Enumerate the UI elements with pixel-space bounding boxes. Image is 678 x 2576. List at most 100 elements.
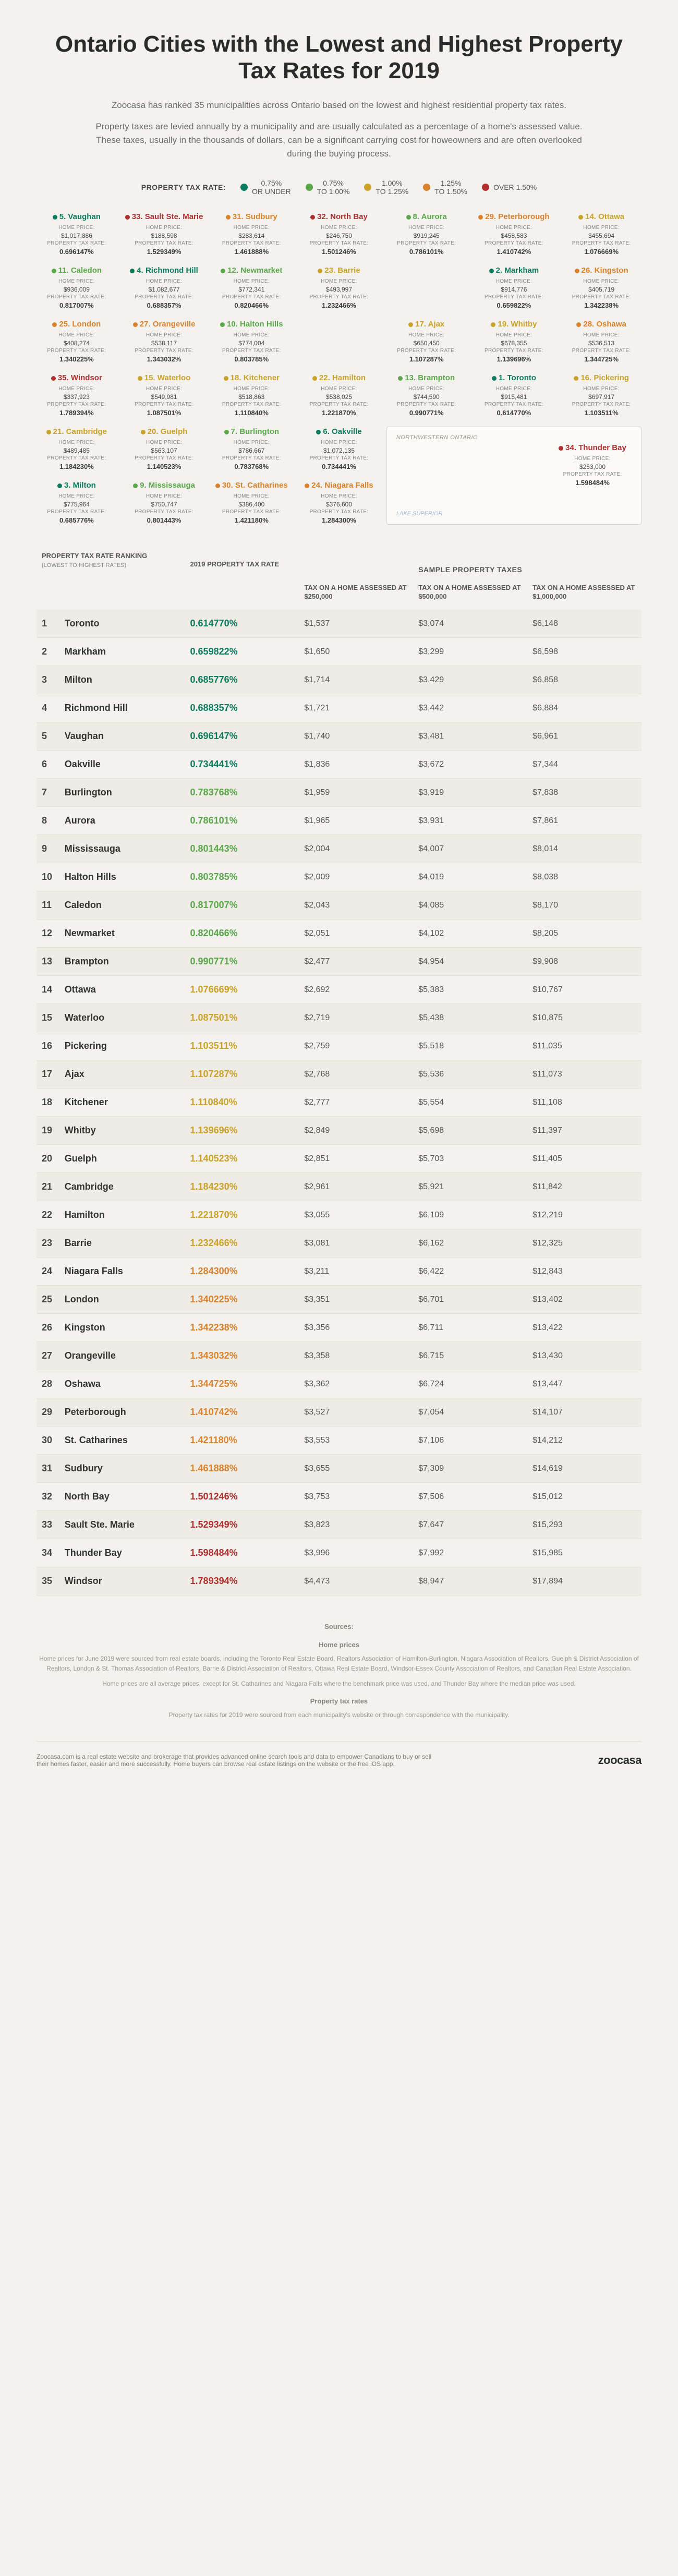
home-price-value: $538,025 bbox=[299, 393, 379, 401]
city-rank-name: 27. Orangeville bbox=[124, 319, 204, 330]
city-card: 30. St. Catharines HOME PRICE: $386,400 … bbox=[211, 480, 292, 525]
cell-rank: 14 bbox=[37, 976, 59, 1004]
cell-tax-500k: $3,481 bbox=[413, 722, 527, 751]
cell-city: Newmarket bbox=[59, 920, 185, 948]
table-row: 32 North Bay 1.501246% $3,753 $7,506 $15… bbox=[37, 1483, 641, 1511]
cell-rate: 0.803785% bbox=[185, 863, 299, 891]
cell-tax-1m: $8,038 bbox=[527, 863, 641, 891]
city-card: 33. Sault Ste. Marie HOME PRICE: $188,59… bbox=[124, 212, 204, 256]
city-card: 29. Peterborough HOME PRICE: $458,583 PR… bbox=[474, 212, 554, 256]
cell-city: Thunder Bay bbox=[59, 1539, 185, 1567]
cell-tax-1m: $6,961 bbox=[527, 722, 641, 751]
cell-tax-500k: $5,703 bbox=[413, 1145, 527, 1173]
city-rank-name: 26. Kingston bbox=[561, 265, 641, 276]
city-card: 10. Halton Hills HOME PRICE: $774,004 PR… bbox=[211, 319, 292, 364]
city-dot bbox=[46, 430, 51, 434]
home-price-value: $489,485 bbox=[37, 446, 117, 455]
rate-label: PROPERTY TAX RATE: bbox=[211, 509, 292, 516]
legend-text: 0.75%OR UNDER bbox=[252, 179, 291, 197]
city-card: 19. Whitby HOME PRICE: $678,355 PROPERTY… bbox=[474, 319, 554, 364]
rate-label: PROPERTY TAX RATE: bbox=[211, 401, 292, 408]
cell-tax-1m: $7,838 bbox=[527, 779, 641, 807]
cell-city: Sault Ste. Marie bbox=[59, 1511, 185, 1539]
cell-tax-500k: $6,701 bbox=[413, 1286, 527, 1314]
legend-item: 1.25%TO 1.50% bbox=[423, 179, 467, 197]
cell-rate: 0.820466% bbox=[185, 920, 299, 948]
cell-city: Richmond Hill bbox=[59, 694, 185, 722]
cell-rate: 0.734441% bbox=[185, 751, 299, 779]
rate-value: 1.598484% bbox=[553, 478, 632, 488]
table-row: 30 St. Catharines 1.421180% $3,553 $7,10… bbox=[37, 1426, 641, 1455]
cell-tax-1m: $11,035 bbox=[527, 1032, 641, 1060]
city-dot bbox=[492, 376, 497, 381]
cell-tax-500k: $3,429 bbox=[413, 666, 527, 694]
cell-tax-500k: $5,536 bbox=[413, 1060, 527, 1089]
sources-hp-head: Home prices bbox=[37, 1640, 641, 1651]
cell-rate: 0.786101% bbox=[185, 807, 299, 835]
cell-tax-250k: $2,477 bbox=[299, 948, 413, 976]
city-rank-name: 12. Newmarket bbox=[211, 265, 292, 276]
table-row: 18 Kitchener 1.110840% $2,777 $5,554 $11… bbox=[37, 1089, 641, 1117]
home-price-value: $386,400 bbox=[211, 500, 292, 509]
cell-city: London bbox=[59, 1286, 185, 1314]
city-card: 9. Mississauga HOME PRICE: $750,747 PROP… bbox=[124, 480, 204, 525]
cell-rate: 1.529349% bbox=[185, 1511, 299, 1539]
cell-tax-500k: $7,992 bbox=[413, 1539, 527, 1567]
home-price-label: HOME PRICE: bbox=[211, 385, 292, 393]
ranking-table: PROPERTY TAX RATE RANKING (LOWEST TO HIG… bbox=[37, 546, 641, 1595]
city-card: 27. Orangeville HOME PRICE: $538,117 PRO… bbox=[124, 319, 204, 364]
cell-rank: 4 bbox=[37, 694, 59, 722]
cell-rank: 16 bbox=[37, 1032, 59, 1060]
home-price-label: HOME PRICE: bbox=[299, 493, 379, 500]
home-price-value: $188,598 bbox=[124, 232, 204, 240]
cell-tax-250k: $3,753 bbox=[299, 1483, 413, 1511]
cell-rate: 0.696147% bbox=[185, 722, 299, 751]
cell-tax-500k: $6,711 bbox=[413, 1314, 527, 1342]
cell-tax-250k: $2,004 bbox=[299, 835, 413, 863]
city-card: 20. Guelph HOME PRICE: $563,107 PROPERTY… bbox=[124, 427, 204, 471]
cell-rate: 0.990771% bbox=[185, 948, 299, 976]
cell-city: Caledon bbox=[59, 891, 185, 920]
home-price-value: $283,614 bbox=[211, 232, 292, 240]
table-row: 34 Thunder Bay 1.598484% $3,996 $7,992 $… bbox=[37, 1539, 641, 1567]
rate-value: 1.087501% bbox=[124, 408, 204, 418]
cell-rank: 7 bbox=[37, 779, 59, 807]
city-rank-name: 7. Burlington bbox=[211, 427, 292, 437]
cell-tax-250k: $3,996 bbox=[299, 1539, 413, 1567]
intro-2: Property taxes are levied annually by a … bbox=[89, 120, 589, 161]
rate-value: 0.817007% bbox=[37, 301, 117, 310]
city-rank-name: 32. North Bay bbox=[299, 212, 379, 222]
city-rank-name: 28. Oshawa bbox=[561, 319, 641, 330]
legend-dot bbox=[423, 184, 430, 191]
cell-tax-1m: $14,212 bbox=[527, 1426, 641, 1455]
home-price-value: $915,481 bbox=[474, 393, 554, 401]
cell-rate: 0.659822% bbox=[185, 638, 299, 666]
cell-rate: 1.184230% bbox=[185, 1173, 299, 1201]
cell-tax-250k: $2,849 bbox=[299, 1117, 413, 1145]
cell-tax-250k: $3,527 bbox=[299, 1398, 413, 1426]
cell-city: Oakville bbox=[59, 751, 185, 779]
city-dot bbox=[318, 269, 322, 273]
city-rank-name: 34. Thunder Bay bbox=[553, 443, 632, 453]
rate-label: PROPERTY TAX RATE: bbox=[474, 347, 554, 355]
rate-value: 1.529349% bbox=[124, 247, 204, 257]
rate-label: PROPERTY TAX RATE: bbox=[124, 294, 204, 301]
cell-rank: 8 bbox=[37, 807, 59, 835]
cell-rank: 5 bbox=[37, 722, 59, 751]
city-card: 14. Ottawa HOME PRICE: $455,694 PROPERTY… bbox=[561, 212, 641, 256]
cell-city: Burlington bbox=[59, 779, 185, 807]
legend-item: 1.00%TO 1.25% bbox=[364, 179, 408, 197]
cell-tax-1m: $8,014 bbox=[527, 835, 641, 863]
rate-value: 0.803785% bbox=[211, 355, 292, 364]
cell-rank: 3 bbox=[37, 666, 59, 694]
cell-tax-250k: $4,473 bbox=[299, 1567, 413, 1595]
cell-tax-500k: $6,724 bbox=[413, 1370, 527, 1398]
cell-tax-1m: $12,325 bbox=[527, 1229, 641, 1257]
rate-value: 0.734441% bbox=[299, 462, 379, 471]
home-price-value: $775,964 bbox=[37, 500, 117, 509]
cell-tax-500k: $7,309 bbox=[413, 1455, 527, 1483]
rate-label: PROPERTY TAX RATE: bbox=[211, 455, 292, 462]
rate-label: PROPERTY TAX RATE: bbox=[299, 509, 379, 516]
cell-city: Waterloo bbox=[59, 1004, 185, 1032]
legend-label: PROPERTY TAX RATE: bbox=[141, 183, 226, 191]
